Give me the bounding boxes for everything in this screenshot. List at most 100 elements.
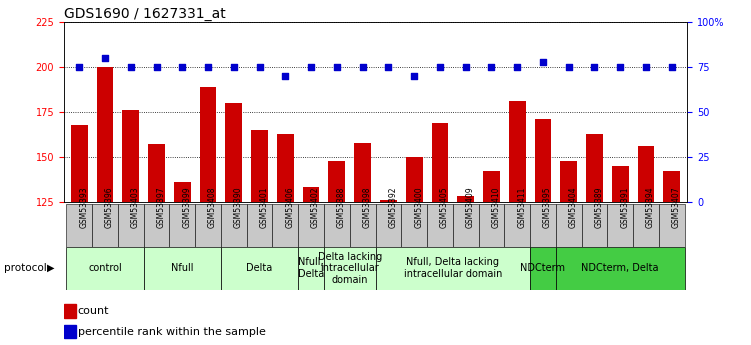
Text: GSM53394: GSM53394 — [646, 186, 655, 228]
Point — [460, 65, 472, 70]
Point — [382, 65, 394, 70]
Text: Delta lacking
intracellular
domain: Delta lacking intracellular domain — [318, 252, 382, 285]
Bar — [560, 160, 577, 345]
Point — [254, 65, 266, 70]
Text: GSM53390: GSM53390 — [234, 186, 243, 228]
Bar — [143, 204, 170, 247]
Bar — [277, 134, 294, 345]
Bar — [92, 204, 118, 247]
Point — [228, 65, 240, 70]
Bar — [457, 196, 474, 345]
Bar — [586, 134, 603, 345]
Text: GSM53396: GSM53396 — [105, 186, 114, 228]
Text: Delta: Delta — [246, 263, 273, 273]
Point — [485, 65, 497, 70]
Text: GSM53409: GSM53409 — [466, 186, 475, 228]
Point — [74, 65, 86, 70]
Text: GSM53398: GSM53398 — [363, 186, 372, 228]
Text: GSM53388: GSM53388 — [337, 186, 346, 228]
Bar — [581, 204, 608, 247]
Point — [99, 56, 111, 61]
Bar — [453, 204, 478, 247]
Bar — [401, 204, 427, 247]
Bar — [376, 247, 530, 290]
Bar — [71, 125, 88, 345]
Point — [125, 65, 137, 70]
Bar — [535, 119, 551, 345]
Point — [511, 65, 523, 70]
Bar — [376, 204, 401, 247]
Bar — [273, 204, 298, 247]
Bar — [324, 247, 376, 290]
Text: GSM53395: GSM53395 — [543, 186, 552, 228]
Point — [434, 65, 446, 70]
Point — [589, 65, 601, 70]
Text: Nfull, Delta lacking
intracellular domain: Nfull, Delta lacking intracellular domai… — [403, 257, 502, 279]
Bar — [303, 187, 319, 345]
Text: GDS1690 / 1627331_at: GDS1690 / 1627331_at — [64, 7, 225, 21]
Bar — [170, 204, 195, 247]
Bar — [663, 171, 680, 345]
Text: count: count — [77, 306, 109, 316]
Bar — [530, 247, 556, 290]
Text: control: control — [88, 263, 122, 273]
Text: NDCterm, Delta: NDCterm, Delta — [581, 263, 659, 273]
Bar — [633, 204, 659, 247]
Text: GSM53406: GSM53406 — [285, 186, 294, 228]
Bar — [122, 110, 139, 345]
Bar — [612, 166, 629, 345]
Text: Nfull: Nfull — [171, 263, 194, 273]
Bar — [143, 247, 221, 290]
Bar — [608, 204, 633, 247]
Text: ▶: ▶ — [47, 263, 55, 273]
Bar — [97, 67, 113, 345]
Point — [640, 65, 652, 70]
Text: GSM53392: GSM53392 — [388, 186, 397, 228]
Bar — [221, 247, 298, 290]
Point — [665, 65, 677, 70]
Point — [562, 65, 575, 70]
Point — [408, 73, 420, 79]
Text: GSM53407: GSM53407 — [671, 186, 680, 228]
Bar — [252, 130, 268, 345]
Point — [150, 65, 162, 70]
Text: GSM53400: GSM53400 — [414, 186, 423, 228]
Text: GSM53397: GSM53397 — [156, 186, 165, 228]
Point — [331, 65, 343, 70]
Text: GSM53405: GSM53405 — [440, 186, 449, 228]
Bar — [354, 142, 371, 345]
Text: GSM53408: GSM53408 — [208, 186, 217, 228]
Bar — [483, 171, 499, 345]
Text: GSM53411: GSM53411 — [517, 186, 526, 228]
Text: percentile rank within the sample: percentile rank within the sample — [77, 327, 265, 337]
Bar — [556, 247, 685, 290]
Text: GSM53402: GSM53402 — [311, 186, 320, 228]
Bar — [247, 204, 273, 247]
Point — [357, 65, 369, 70]
Bar — [638, 146, 654, 345]
Bar — [504, 204, 530, 247]
Bar — [298, 247, 324, 290]
Point — [537, 59, 549, 65]
Point — [614, 65, 626, 70]
Bar — [66, 247, 143, 290]
Text: GSM53403: GSM53403 — [131, 186, 140, 228]
Bar — [66, 204, 92, 247]
Bar — [298, 204, 324, 247]
Bar — [432, 123, 448, 345]
Bar — [148, 145, 165, 345]
Text: GSM53391: GSM53391 — [620, 186, 629, 228]
Bar — [556, 204, 581, 247]
Bar — [530, 204, 556, 247]
Text: GSM53399: GSM53399 — [182, 186, 192, 228]
Bar — [350, 204, 376, 247]
Bar — [508, 101, 526, 345]
Text: NDCterm: NDCterm — [520, 263, 566, 273]
Bar — [478, 204, 504, 247]
Bar — [380, 200, 397, 345]
Point — [279, 73, 291, 79]
Bar — [427, 204, 453, 247]
Text: protocol: protocol — [4, 263, 47, 273]
Bar — [174, 182, 191, 345]
Text: GSM53410: GSM53410 — [491, 186, 500, 228]
